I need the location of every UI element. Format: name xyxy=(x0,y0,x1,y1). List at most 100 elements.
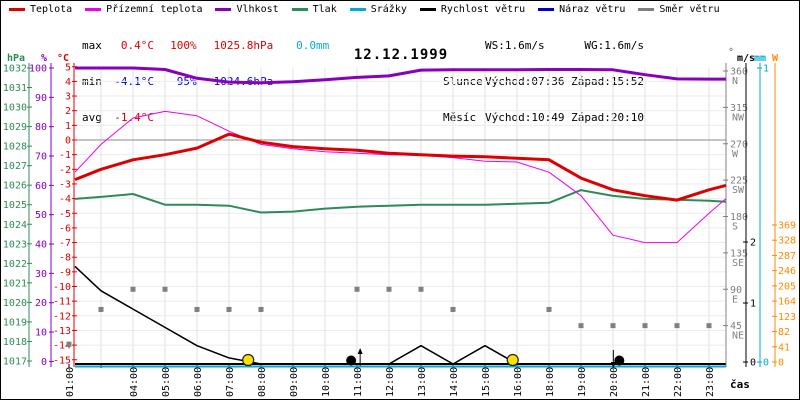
svg-text:0: 0 xyxy=(65,136,71,147)
svg-text:40: 40 xyxy=(35,240,47,251)
legend-item: Srážky xyxy=(349,4,407,15)
svg-text:328: 328 xyxy=(778,236,796,247)
svg-text:180: 180 xyxy=(730,212,748,223)
svg-text:70: 70 xyxy=(35,152,47,163)
wind-gust-stat: WG:1.6m/s xyxy=(584,39,644,52)
svg-text:1026: 1026 xyxy=(3,181,27,192)
legend-swatch xyxy=(638,8,655,11)
legend-label: Přízemní teplota xyxy=(106,4,203,15)
svg-text:246: 246 xyxy=(778,266,796,277)
svg-text:1032: 1032 xyxy=(3,64,27,75)
axis-left-% xyxy=(49,63,54,367)
moon-row: Měsíc Východ:10:49 Západ:20:10 xyxy=(443,112,644,124)
series-Přízemní teplota xyxy=(74,110,727,244)
svg-text:-6: -6 xyxy=(59,223,71,234)
wind-stats-row: WS:1.6m/s WG:1.6m/s xyxy=(443,40,644,52)
stats-avg-row: avg -1.4°C xyxy=(82,112,329,124)
legend-item: Tlak xyxy=(291,4,337,15)
svg-text:16:00: 16:00 xyxy=(513,367,524,397)
max-precip: 0.0mm xyxy=(296,39,330,52)
svg-text:%: % xyxy=(41,53,47,64)
svg-text:07:00: 07:00 xyxy=(225,367,236,397)
svg-text:20: 20 xyxy=(35,298,47,309)
legend-item: Směr větru xyxy=(638,4,720,15)
svg-text:0: 0 xyxy=(763,358,769,369)
svg-text:-4: -4 xyxy=(59,194,71,205)
svg-text:-9: -9 xyxy=(59,267,71,278)
svg-text:164: 164 xyxy=(778,297,796,308)
svg-text:12:00: 12:00 xyxy=(385,367,396,397)
svg-text:-8: -8 xyxy=(59,253,71,264)
axis-left-°C xyxy=(72,63,77,367)
svg-text:-10: -10 xyxy=(53,282,71,293)
stats-max-row: max 0.4°C 100% 1025.8hPa 0.0mm xyxy=(82,40,329,52)
svg-text:80: 80 xyxy=(35,122,47,133)
svg-text:1022: 1022 xyxy=(3,259,27,270)
svg-text:-13: -13 xyxy=(53,326,71,337)
svg-text:SW: SW xyxy=(732,185,745,196)
svg-text:41: 41 xyxy=(778,342,790,353)
svg-text:360: 360 xyxy=(730,67,748,78)
series-Rychlost větru xyxy=(74,265,726,365)
svg-text:20:00: 20:00 xyxy=(609,367,620,397)
axis-right-mm xyxy=(757,63,762,367)
svg-text:N: N xyxy=(732,76,738,87)
svg-text:205: 205 xyxy=(778,281,796,292)
svg-text:mm: mm xyxy=(754,53,766,64)
series-Tlak xyxy=(74,189,727,214)
legend-swatch xyxy=(215,8,232,11)
svg-text:19:00: 19:00 xyxy=(577,367,588,397)
series-Vlhkost xyxy=(75,66,726,85)
svg-text:06:00: 06:00 xyxy=(193,367,204,397)
svg-text:05:00: 05:00 xyxy=(161,367,172,397)
svg-text:100: 100 xyxy=(29,64,47,75)
svg-text:04:00: 04:00 xyxy=(129,367,140,397)
svg-text:-3: -3 xyxy=(59,179,71,190)
sunset-marker xyxy=(506,353,519,367)
svg-text:225: 225 xyxy=(730,176,748,187)
svg-text:W: W xyxy=(772,53,779,64)
legend-label: Vlhkost xyxy=(236,4,279,15)
svg-text:-14: -14 xyxy=(53,341,71,352)
sunrise-marker xyxy=(242,353,255,367)
svg-text:°: ° xyxy=(728,47,734,58)
svg-text:287: 287 xyxy=(778,251,796,262)
series-Směr větru xyxy=(66,286,712,347)
svg-text:270: 270 xyxy=(730,139,748,150)
svg-text:NW: NW xyxy=(732,112,745,123)
legend-label: Tlak xyxy=(312,4,337,15)
axis-right-m/s xyxy=(743,63,748,367)
legend-swatch xyxy=(9,8,25,11)
svg-text:1: 1 xyxy=(65,121,71,132)
max-humidity: 100% xyxy=(170,39,197,52)
series-Teplota xyxy=(74,132,727,202)
svg-text:1020: 1020 xyxy=(3,298,27,309)
svg-text:1021: 1021 xyxy=(3,278,27,289)
svg-text:3: 3 xyxy=(65,92,71,103)
svg-text:01:00: 01:00 xyxy=(65,367,76,397)
legend-label: Směr větru xyxy=(659,4,720,15)
svg-text:369: 369 xyxy=(778,220,796,231)
svg-text:13:00: 13:00 xyxy=(417,367,428,397)
svg-text:-5: -5 xyxy=(59,209,71,220)
svg-text:30: 30 xyxy=(35,269,47,280)
svg-text:1023: 1023 xyxy=(3,239,27,250)
svg-text:1018: 1018 xyxy=(3,337,27,348)
legend-swatch xyxy=(349,8,366,11)
svg-text:123: 123 xyxy=(778,312,796,323)
legend: Teplota Přízemní teplota Vlhkost Tlak Srážky… xyxy=(9,4,720,15)
legend-item: Přízemní teplota xyxy=(85,4,202,15)
legend-item: Rychlost větru xyxy=(419,4,526,15)
svg-text:23:00: 23:00 xyxy=(705,367,716,397)
svg-text:11:00: 11:00 xyxy=(353,367,364,397)
svg-text:1017: 1017 xyxy=(3,356,27,367)
svg-text:1024: 1024 xyxy=(3,220,27,231)
axis-right-W xyxy=(772,63,777,367)
legend-label: Rychlost větru xyxy=(440,4,526,15)
svg-text:-7: -7 xyxy=(59,238,71,249)
svg-text:NE: NE xyxy=(732,331,744,342)
svg-text:5: 5 xyxy=(65,62,71,73)
axis-right-° xyxy=(723,63,728,367)
